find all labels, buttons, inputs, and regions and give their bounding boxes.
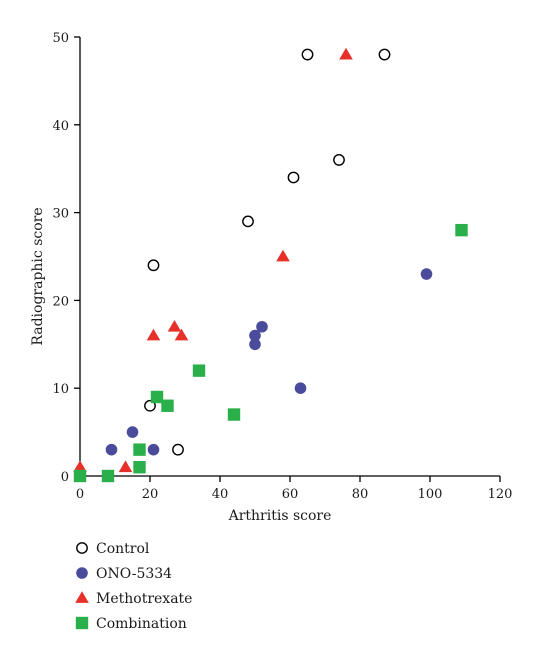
point-control	[242, 215, 254, 228]
point-control	[301, 48, 314, 61]
point-ono-5334	[126, 426, 139, 438]
x-axis-title: Arthritis score	[228, 508, 332, 524]
data-points	[73, 47, 468, 483]
legend-label-control: Control	[96, 541, 150, 557]
y-tick-label: 0	[61, 470, 69, 485]
point-ono-5334	[256, 320, 268, 333]
legend-label-ono-5334: ONO-5334	[96, 566, 172, 582]
y-tick-label: 30	[52, 207, 69, 222]
x-tick-label: 40	[212, 487, 229, 502]
legend-marker-ono-5334	[76, 567, 88, 579]
point-methotrexate	[276, 249, 290, 262]
x-tick-label: 20	[142, 487, 159, 502]
point-control	[287, 171, 300, 184]
axes: 0 10 20 30 40 50 0 20 40 60 80 100 120	[52, 31, 512, 502]
y-tick-label: 20	[52, 294, 69, 309]
legend-marker-control	[76, 542, 88, 554]
point-combination	[101, 469, 115, 483]
legend-label-combination: Combination	[96, 616, 187, 632]
point-methotrexate	[73, 460, 87, 473]
x-tick-label: 100	[418, 487, 443, 502]
point-control	[333, 154, 345, 166]
y-tick-label: 40	[52, 119, 69, 134]
point-combination	[192, 364, 206, 377]
point-methotrexate	[167, 319, 182, 332]
point-ono-5334	[147, 443, 160, 456]
point-control	[378, 48, 391, 61]
point-combination	[150, 390, 164, 404]
point-combination	[227, 408, 241, 421]
y-tick-label: 10	[52, 382, 69, 397]
legend-label-methotrexate: Methotrexate	[96, 591, 192, 607]
point-methotrexate	[339, 47, 353, 60]
y-axis-title: Radiographic score	[30, 207, 46, 345]
point-ono-5334	[249, 329, 261, 342]
point-combination	[133, 443, 146, 456]
point-methotrexate	[146, 328, 161, 341]
point-control	[147, 259, 160, 272]
x-tick-label: 60	[282, 487, 299, 502]
point-control	[172, 443, 184, 456]
x-tick-label: 120	[488, 487, 513, 502]
point-methotrexate	[174, 328, 189, 341]
legend-marker-methotrexate	[75, 591, 89, 603]
point-ono-5334	[420, 268, 433, 280]
legend: Control ONO-5334 Methotrexate Combination	[75, 541, 192, 632]
point-combination	[133, 461, 146, 474]
y-tick-label: 50	[52, 31, 69, 46]
x-tick-label: 80	[352, 487, 369, 502]
point-combination	[455, 223, 468, 237]
point-methotrexate	[118, 460, 133, 473]
point-combination	[161, 399, 174, 412]
point-ono-5334	[294, 382, 307, 395]
x-tick-label: 0	[76, 487, 84, 502]
point-combination	[73, 469, 87, 483]
point-ono-5334	[105, 443, 118, 456]
legend-marker-combination	[75, 616, 89, 630]
point-ono-5334	[249, 338, 261, 351]
